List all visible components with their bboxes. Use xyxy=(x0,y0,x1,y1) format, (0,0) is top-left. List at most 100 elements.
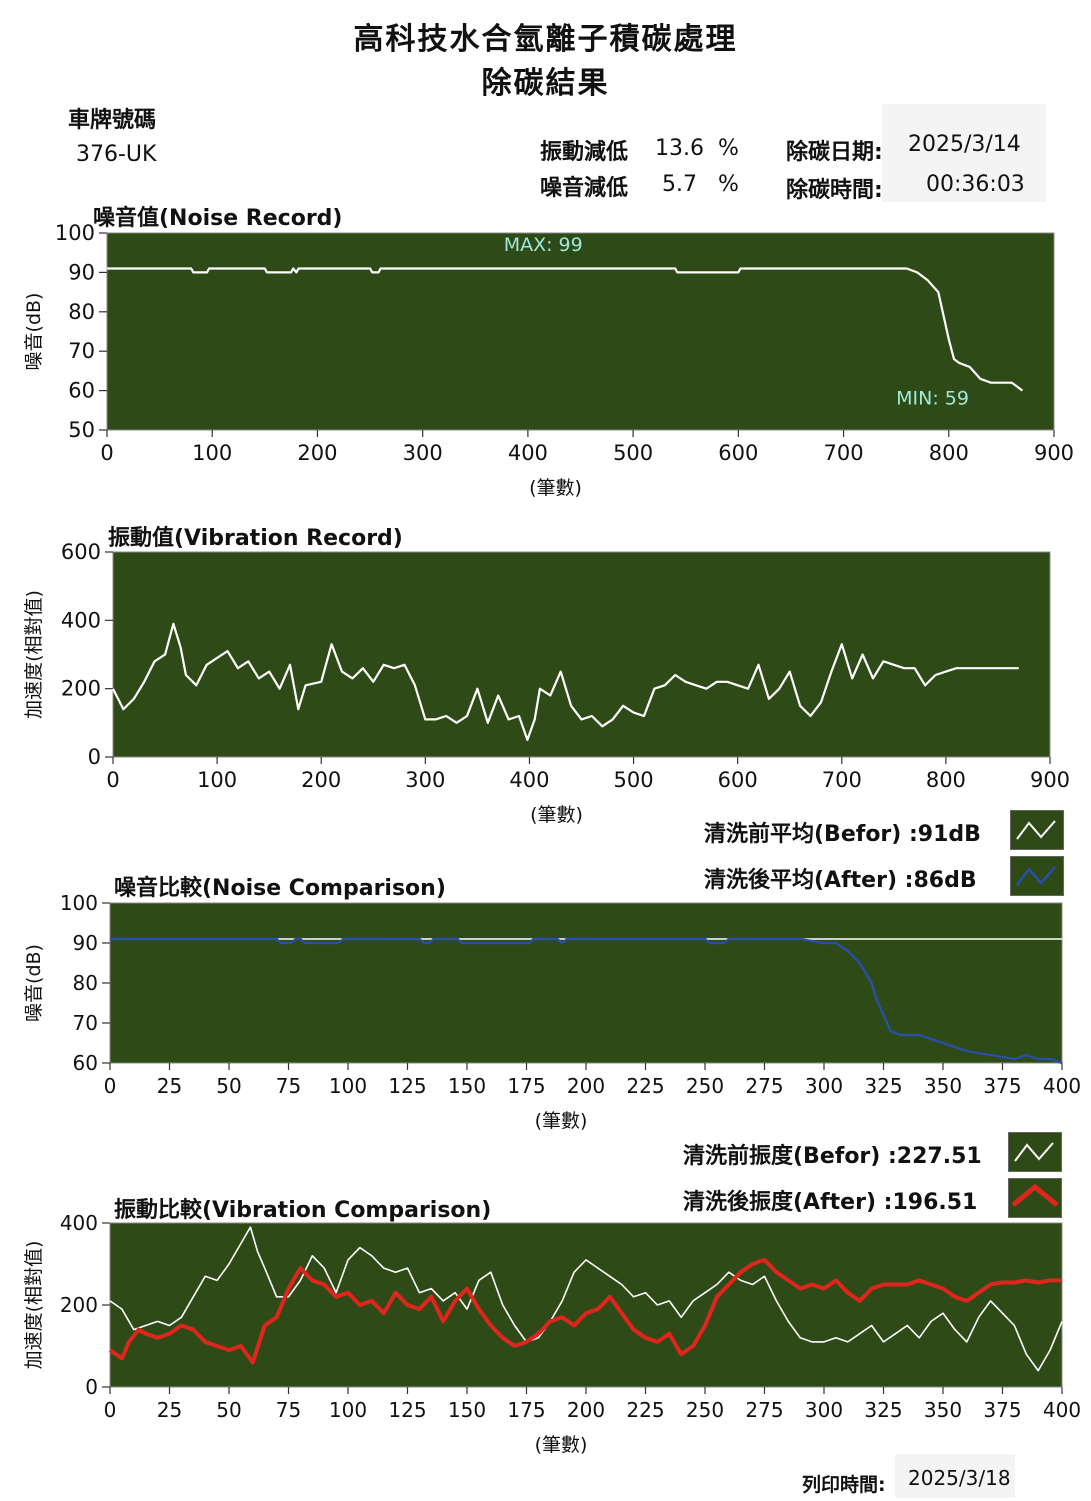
x-tick-label: 325 xyxy=(864,1074,902,1098)
x-tick-label: 100 xyxy=(329,1398,367,1422)
vib-reduce-unit: % xyxy=(718,136,739,161)
x-tick-label: 50 xyxy=(216,1074,241,1098)
vibration-record-chart: 0 200 400 600 0 100 200 300 400 500 600 700 800 900 (筆… xyxy=(23,540,1070,826)
legend-vib-before: 清洗前振度(Befor) :227.51 xyxy=(683,1144,982,1169)
date-box xyxy=(882,104,1046,202)
y-tick-label: 70 xyxy=(73,1011,98,1035)
x-tick-label: 75 xyxy=(276,1398,301,1422)
x-tick-label: 275 xyxy=(745,1398,783,1422)
x-tick-label: 75 xyxy=(276,1074,301,1098)
x-tick-label: 375 xyxy=(983,1398,1021,1422)
x-tick-label: 0 xyxy=(104,1398,117,1422)
x-tick-label: 200 xyxy=(301,768,341,792)
x-tick-label: 100 xyxy=(197,768,237,792)
vibration-record-title: 振動值(Vibration Record) xyxy=(108,526,403,551)
x-tick-label: 400 xyxy=(1043,1398,1081,1422)
x-tick-label: 200 xyxy=(567,1074,605,1098)
y-tick-label: 50 xyxy=(68,418,95,442)
chart-annotation: MAX: 99 xyxy=(504,234,583,256)
x-tick-label: 700 xyxy=(824,441,864,465)
x-tick-label: 150 xyxy=(448,1074,486,1098)
print-box xyxy=(895,1454,1015,1498)
x-tick-label: 700 xyxy=(822,768,862,792)
noise-comparison-title: 噪音比較(Noise Comparison) xyxy=(114,876,446,901)
x-tick-label: 800 xyxy=(929,441,969,465)
x-axis-label: (筆數) xyxy=(530,804,583,826)
legend-vib-after-swatch xyxy=(1008,1178,1062,1218)
legend-noise-after-swatch xyxy=(1010,856,1064,896)
page-subtitle: 除碳結果 xyxy=(481,66,610,101)
y-axis-label: 噪音(dB) xyxy=(23,944,45,1022)
x-tick-label: 250 xyxy=(686,1398,724,1422)
y-tick-label: 60 xyxy=(73,1051,98,1075)
x-tick-label: 0 xyxy=(104,1074,117,1098)
y-tick-label: 400 xyxy=(60,1212,98,1235)
x-tick-label: 325 xyxy=(864,1398,902,1422)
page-title: 高科技水合氫離子積碳處理 xyxy=(353,22,738,57)
noise-record-title: 噪音值(Noise Record) xyxy=(93,206,343,231)
x-tick-label: 175 xyxy=(507,1398,545,1422)
x-tick-label: 800 xyxy=(926,768,966,792)
x-tick-label: 500 xyxy=(614,768,654,792)
plate-value: 376-UK xyxy=(76,142,157,167)
x-tick-label: 175 xyxy=(507,1074,545,1098)
y-tick-label: 200 xyxy=(61,677,101,701)
plot-area xyxy=(109,1222,1063,1388)
print-label: 列印時間: xyxy=(802,1474,886,1496)
time-value: 00:36:03 xyxy=(926,172,1025,197)
y-tick-label: 0 xyxy=(88,745,101,769)
x-axis-label: (筆數) xyxy=(535,1110,588,1132)
y-tick-label: 90 xyxy=(68,260,95,284)
y-tick-label: 100 xyxy=(60,892,98,915)
x-tick-label: 100 xyxy=(192,441,232,465)
x-tick-label: 225 xyxy=(626,1074,664,1098)
x-tick-label: 300 xyxy=(805,1398,843,1422)
x-tick-label: 125 xyxy=(388,1074,426,1098)
x-tick-label: 350 xyxy=(924,1398,962,1422)
y-tick-label: 90 xyxy=(73,931,98,955)
x-tick-label: 400 xyxy=(508,441,548,465)
chart-annotation: MIN: 59 xyxy=(896,387,969,409)
x-tick-label: 0 xyxy=(100,441,113,465)
y-tick-label: 0 xyxy=(85,1375,98,1399)
x-tick-label: 0 xyxy=(106,768,119,792)
series-line-red xyxy=(108,1257,1062,1365)
vibration-comparison-chart: 0 200 400 0 25 50 75 100 125 150 175 200 225 250 275 30… xyxy=(23,1212,1081,1456)
x-tick-label: 50 xyxy=(216,1398,241,1422)
print-value: 2025/3/18 xyxy=(908,1466,1011,1490)
vib-reduce-value: 13.6 xyxy=(655,136,704,161)
y-tick-label: 80 xyxy=(73,971,98,995)
x-tick-label: 300 xyxy=(403,441,443,465)
y-tick-label: 80 xyxy=(68,300,95,324)
x-tick-label: 100 xyxy=(329,1074,367,1098)
x-tick-label: 250 xyxy=(686,1074,724,1098)
x-tick-label: 900 xyxy=(1034,441,1074,465)
x-tick-label: 25 xyxy=(157,1398,182,1422)
vibration-comparison-title: 振動比較(Vibration Comparison) xyxy=(114,1198,492,1223)
legend-vib-after: 清洗後振度(After) :196.51 xyxy=(683,1190,978,1215)
x-tick-label: 600 xyxy=(718,768,758,792)
x-tick-label: 300 xyxy=(805,1074,843,1098)
x-tick-label: 350 xyxy=(924,1074,962,1098)
y-tick-label: 100 xyxy=(55,222,95,245)
plot-area xyxy=(106,232,1055,431)
legend-noise-before-line-icon xyxy=(1016,820,1056,840)
legend-noise-after-line-icon xyxy=(1016,866,1056,886)
x-tick-label: 225 xyxy=(626,1398,664,1422)
x-tick-label: 200 xyxy=(567,1398,605,1422)
noise-comparison-chart: 60 70 80 90 100 0 25 50 75 100 125 150 175 200 225 250 2… xyxy=(23,892,1081,1132)
date-label: 除碳日期: xyxy=(786,140,883,165)
x-tick-label: 275 xyxy=(745,1074,783,1098)
y-tick-label: 600 xyxy=(61,540,101,564)
legend-noise-before-swatch xyxy=(1010,810,1064,850)
legend-noise-after: 清洗後平均(After) :86dB xyxy=(704,868,977,893)
x-tick-label: 200 xyxy=(297,441,337,465)
x-tick-label: 400 xyxy=(1043,1074,1081,1098)
x-axis-label: (筆數) xyxy=(529,477,582,499)
x-tick-label: 600 xyxy=(718,441,758,465)
x-tick-label: 400 xyxy=(509,768,549,792)
noise-record-chart: 50 60 70 80 90 100 0 100 200 300 400 500 600 700 800 90… xyxy=(23,222,1074,499)
y-tick-label: 60 xyxy=(68,379,95,403)
y-tick-label: 70 xyxy=(68,339,95,363)
series-line-white xyxy=(107,267,1024,392)
